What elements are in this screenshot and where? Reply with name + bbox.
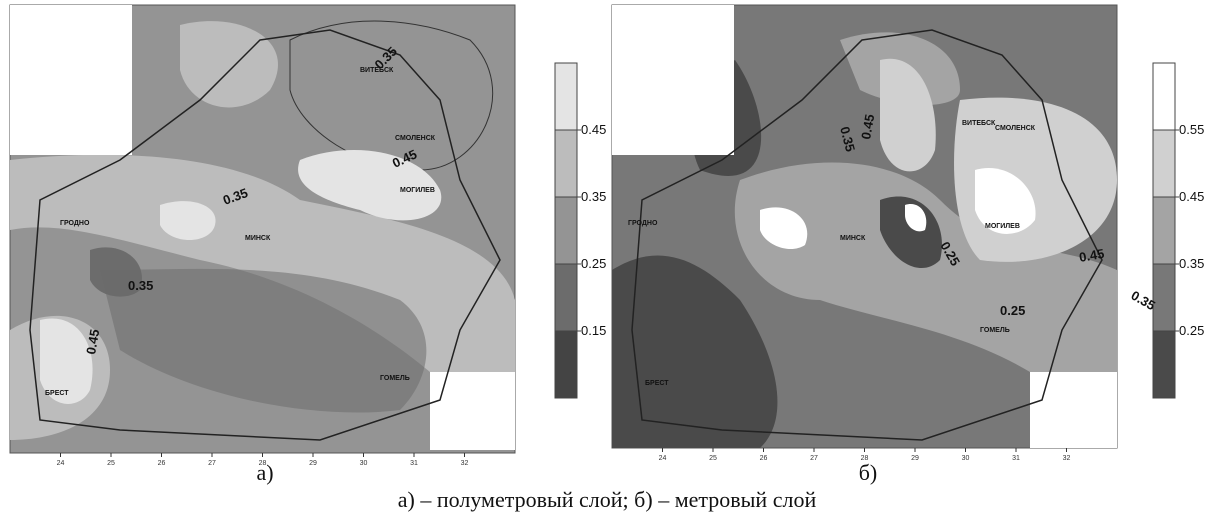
city-label: ГРОДНО [60,220,90,227]
lon-label: 25 [107,460,115,467]
map-a [9,4,516,454]
city-label: МИНСК [245,235,271,242]
city-label: ГОМЕЛЬ [380,375,410,382]
legend-swatch [1152,263,1176,332]
contour-label: 0.35 [837,125,858,153]
city-label: ВИТЕБСК [360,67,394,74]
border [29,29,501,441]
lon-label: 32 [1063,455,1071,462]
legend-swatch [554,62,578,131]
lon-label: 28 [861,455,869,462]
blank-area [430,372,515,450]
panel-label: б) [859,460,878,485]
lon-label: 32 [461,460,469,467]
legend-label: 0.35 [581,189,606,204]
map-b [611,4,1118,449]
contour-area [289,20,494,171]
blank-area [1030,372,1117,448]
lon-label: 31 [410,460,418,467]
contour-label: 0.45 [858,113,877,141]
legend-label: 0.35 [1179,256,1204,271]
city-label: ВИТЕБСК [962,120,996,127]
lon-label: 28 [259,460,267,467]
legend-swatch [554,330,578,399]
city-label: СМОЛЕНСК [395,135,436,142]
legend-swatch [554,263,578,332]
legend-swatch [554,196,578,265]
lon-label: 25 [709,455,717,462]
contour-label: 0.35 [128,278,153,293]
legend-label: 0.25 [581,256,606,271]
lon-label: 29 [911,455,919,462]
lon-label: 27 [208,460,216,467]
legend-swatch [1152,330,1176,399]
contour-area [160,201,216,240]
contour-label: 0.45 [1078,246,1106,265]
lon-label: 29 [309,460,317,467]
legend-swatch [554,129,578,198]
blank-area [612,5,734,155]
legend-swatch [1152,62,1176,131]
contour-label: 0.25 [1000,303,1025,318]
contour-area [880,196,942,269]
contour-area [880,58,936,172]
lon-label: 24 [57,460,65,467]
contour-area [40,318,93,404]
contour-area [100,268,427,413]
lon-label: 26 [760,455,768,462]
lon-label: 30 [360,460,368,467]
city-label: ГРОДНО [628,220,658,227]
city-label: МОГИЛЕВ [400,187,435,194]
caption: а) – полуметровый слой; б) – метровый сл… [398,487,817,512]
city-label: БРЕСТ [45,390,69,397]
contour-area [612,255,778,448]
legend-label: 0.15 [581,323,606,338]
lon-label: 27 [810,455,818,462]
legend-label: 0.45 [1179,189,1204,204]
legend-label: 0.55 [1179,122,1204,137]
contour-area [298,150,442,221]
contour-area [760,207,808,250]
legend-label: 0.25 [1179,323,1204,338]
blank-area [10,5,132,155]
lon-label: 31 [1012,455,1020,462]
panel-label: а) [256,460,273,485]
contour-label: 0.45 [83,328,102,356]
city-label: СМОЛЕНСК [995,125,1036,132]
lon-label: 26 [158,460,166,467]
lon-label: 24 [659,455,667,462]
city-label: МОГИЛЕВ [985,223,1020,230]
lon-label: 30 [962,455,970,462]
contour-area [975,168,1036,234]
contour-area [180,21,278,108]
city-label: БРЕСТ [645,380,669,387]
legend-label: 0.45 [581,122,606,137]
legend-swatch [1152,196,1176,265]
contour-area [905,204,927,232]
city-label: МИНСК [840,235,866,242]
border [631,29,1103,441]
city-label: ГОМЕЛЬ [980,327,1010,334]
legend-swatch [1152,129,1176,198]
